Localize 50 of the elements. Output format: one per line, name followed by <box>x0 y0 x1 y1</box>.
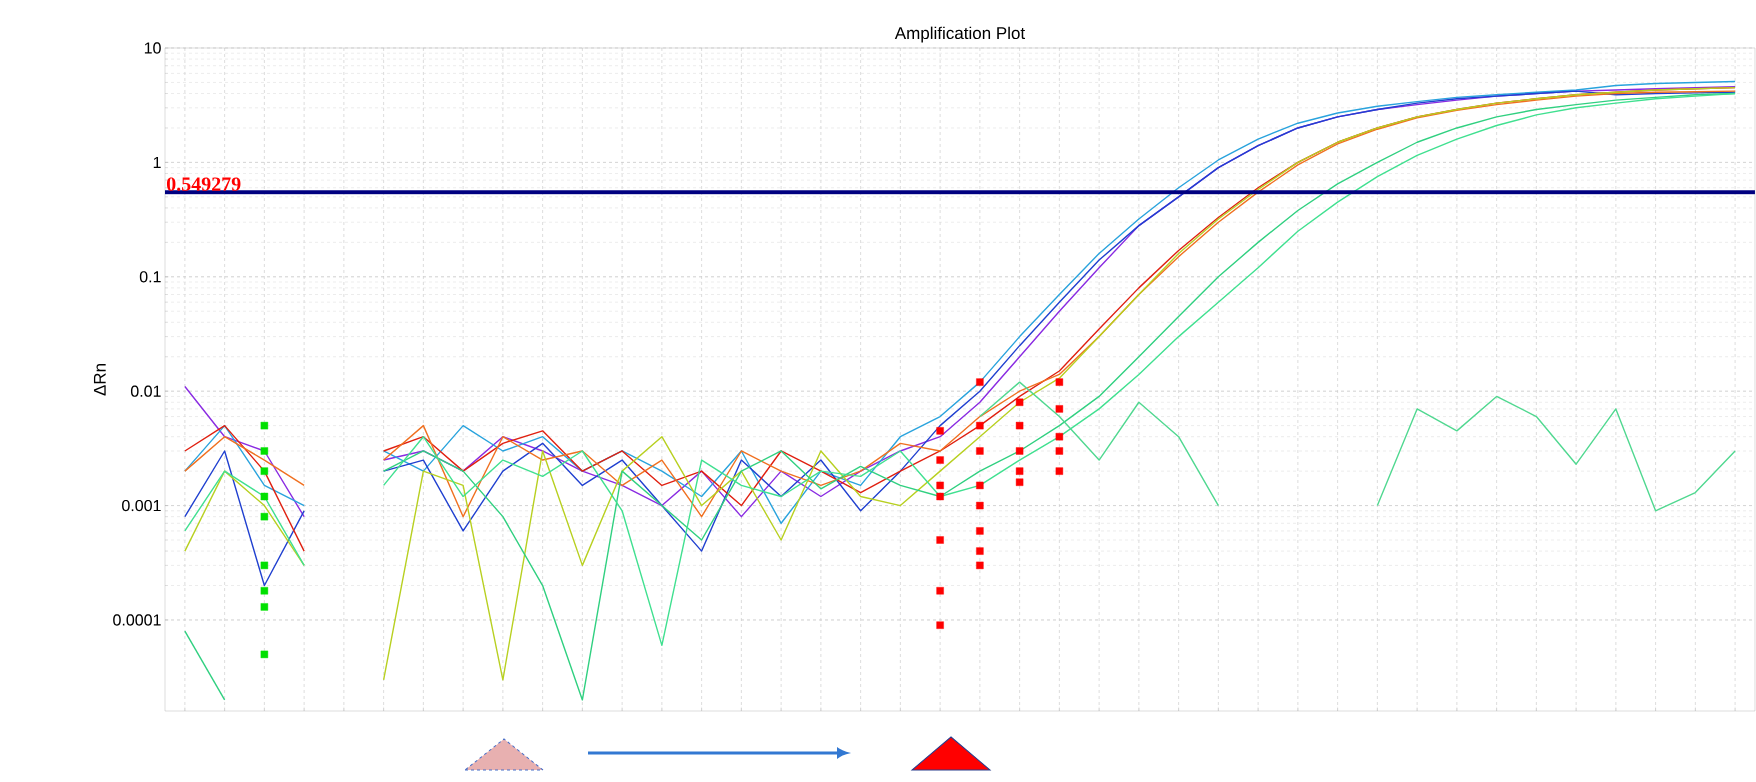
point <box>936 587 944 595</box>
y-tick-label: 0.1 <box>139 271 161 283</box>
y-tick-label: 10 <box>144 42 161 54</box>
point <box>1015 478 1024 486</box>
point <box>976 378 984 386</box>
y-tick-label: 0.001 <box>122 499 161 512</box>
point <box>1055 378 1064 386</box>
line-series <box>1376 395 1736 512</box>
point <box>1015 467 1024 475</box>
ref-line-label: 0.549279 <box>166 177 241 191</box>
line-series <box>979 381 1220 507</box>
point <box>260 650 269 659</box>
line-series <box>184 436 305 487</box>
y-axis-title: ΔRn <box>93 364 106 396</box>
point <box>260 447 269 455</box>
point <box>976 561 984 570</box>
point <box>976 501 984 510</box>
point <box>976 481 984 490</box>
y-tick-label: 0.01 <box>130 385 161 397</box>
point <box>260 467 269 475</box>
point <box>1055 433 1064 441</box>
chart-title: Amplification Plot <box>894 26 1026 43</box>
point <box>936 492 944 501</box>
point <box>1055 467 1064 475</box>
point <box>976 421 984 430</box>
point <box>936 481 944 490</box>
line-series <box>184 424 305 552</box>
line-series <box>184 424 305 507</box>
y-tick-label: 0.0001 <box>113 614 161 626</box>
point <box>1055 405 1064 413</box>
point <box>1015 398 1024 406</box>
point <box>260 587 269 595</box>
point <box>260 561 269 570</box>
line-series <box>184 385 305 518</box>
point <box>976 527 984 535</box>
point <box>936 427 944 435</box>
line-series <box>184 470 305 567</box>
point <box>260 512 269 521</box>
y-tick-label: 1 <box>153 156 161 168</box>
point <box>936 456 944 464</box>
point <box>936 621 944 629</box>
point <box>260 603 269 611</box>
point <box>976 447 984 455</box>
point <box>936 536 944 544</box>
point <box>260 421 269 430</box>
point <box>976 547 984 555</box>
point <box>1015 421 1024 430</box>
point <box>260 492 269 501</box>
point <box>1015 447 1024 455</box>
point <box>1055 447 1064 455</box>
